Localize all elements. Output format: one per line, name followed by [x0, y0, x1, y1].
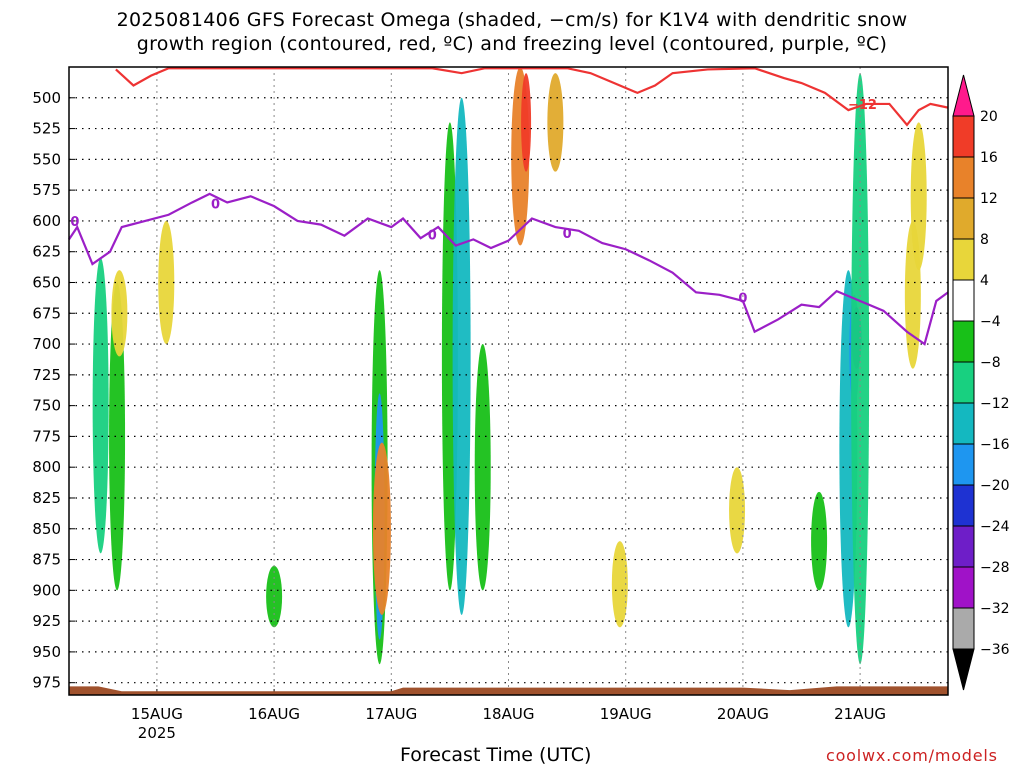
y-tick-label-675: 675: [32, 304, 61, 322]
colorbar-cell-12: [952, 566, 975, 609]
omega-shaded-region-22: [910, 122, 927, 271]
omega-shaded-region-13: [547, 73, 564, 172]
colorbar-label-4: 4: [980, 273, 989, 289]
x-tick-label-19: 19AUG: [600, 705, 652, 723]
colorbar-cell-4: [952, 238, 975, 281]
y-tick-label-525: 525: [32, 120, 61, 138]
y-tick-label-825: 825: [32, 489, 61, 507]
y-tick-label-950: 950: [32, 643, 61, 661]
colorbar-cell-8: [952, 402, 975, 445]
plot-frame: [68, 66, 949, 696]
omega-shaded-region-1: [109, 282, 126, 591]
y-tick-label-650: 650: [32, 273, 61, 291]
y-tick-label-700: 700: [32, 335, 61, 353]
omega-shaded-region-2: [111, 270, 128, 357]
colorbar-label-8: −16: [980, 437, 1010, 453]
x-tick-label-20: 20AUG: [717, 705, 769, 723]
x-tick-label-21: 21AUG: [834, 705, 886, 723]
colorbar-cell-top-arrow: [952, 74, 975, 117]
colorbar-label-2: 12: [980, 191, 998, 207]
y-tick-label-600: 600: [32, 212, 61, 230]
chart-title-line-2: growth region (contoured, red, ºC) and f…: [136, 33, 888, 55]
omega-shaded-region-10: [474, 344, 491, 591]
y-tick-label-925: 925: [32, 612, 61, 630]
colorbar-cell-bottom-arrow: [952, 648, 975, 691]
omega-shaded-region-3: [158, 220, 175, 345]
colorbar-cell-9: [952, 443, 975, 486]
freezing-level-label-3: 0: [563, 227, 572, 242]
colorbar-cell-11: [952, 525, 975, 568]
terrain-ground: [69, 686, 948, 695]
colorbar-label-11: −28: [980, 560, 1010, 576]
y-tick-label-800: 800: [32, 458, 61, 476]
omega-shaded-region-16: [811, 491, 828, 591]
x-tick-label-16: 16AUG: [248, 705, 300, 723]
y-tick-label-850: 850: [32, 520, 61, 538]
site-credit: coolwx.com/models: [826, 746, 998, 765]
y-tick-label-750: 750: [32, 397, 61, 415]
colorbar-label-0: 20: [980, 109, 998, 125]
colorbar-label-6: −8: [980, 355, 1001, 371]
omega-shaded-region-12: [521, 73, 532, 172]
colorbar-cell-7: [952, 361, 975, 404]
y-tick-label-775: 775: [32, 427, 61, 445]
dgz-minus12-contour: [115, 67, 949, 127]
colorbar-label-3: 8: [980, 232, 989, 248]
colorbar-cell-13: [952, 607, 975, 650]
colorbar-label-7: −12: [980, 396, 1010, 412]
y-tick-label-900: 900: [32, 581, 61, 599]
omega-shaded-region-9: [452, 97, 471, 615]
dgz-contour-label: −12: [848, 98, 877, 113]
colorbar-cell-2: [952, 156, 975, 199]
omega-shaded-region-0: [92, 257, 109, 554]
chart-title-line-1: 2025081406 GFS Forecast Omega (shaded, −…: [116, 9, 908, 31]
colorbar-label-9: −20: [980, 478, 1010, 494]
y-tick-label-575: 575: [32, 181, 61, 199]
freezing-level-label-2: 0: [428, 228, 437, 243]
x-tick-label-18: 18AUG: [483, 705, 535, 723]
freezing-level-label-0: 0: [70, 215, 79, 230]
colorbar-cell-10: [952, 484, 975, 527]
x-tick-label-15: 15AUG: [131, 705, 183, 723]
colorbar-cell-6: [952, 320, 975, 363]
colorbar-label-5: −4: [980, 314, 1001, 330]
colorbar-label-1: 16: [980, 150, 998, 166]
colorbar-label-10: −24: [980, 519, 1010, 535]
y-tick-label-550: 550: [32, 150, 61, 168]
y-tick-label-875: 875: [32, 551, 61, 569]
omega-shaded-region-14: [611, 541, 628, 628]
colorbar-label-12: −32: [980, 601, 1010, 617]
colorbar-label-13: −36: [980, 642, 1010, 658]
omega-shaded-region-15: [729, 467, 746, 554]
x-tick-label-17: 17AUG: [365, 705, 417, 723]
freezing-level-contour: [68, 192, 949, 346]
colorbar-cell-3: [952, 197, 975, 240]
colorbar-cell-1: [952, 115, 975, 158]
y-tick-label-975: 975: [32, 674, 61, 692]
x-axis-label: Forecast Time (UTC): [400, 744, 592, 766]
x-tick-sublabel-15: 2025: [138, 724, 176, 742]
y-tick-label-725: 725: [32, 366, 61, 384]
freezing-level-label-4: 0: [738, 291, 747, 306]
colorbar-cell-5: [952, 279, 975, 322]
freezing-level-label-1: 0: [211, 198, 220, 213]
y-tick-label-625: 625: [32, 243, 61, 261]
y-tick-label-500: 500: [32, 89, 61, 107]
